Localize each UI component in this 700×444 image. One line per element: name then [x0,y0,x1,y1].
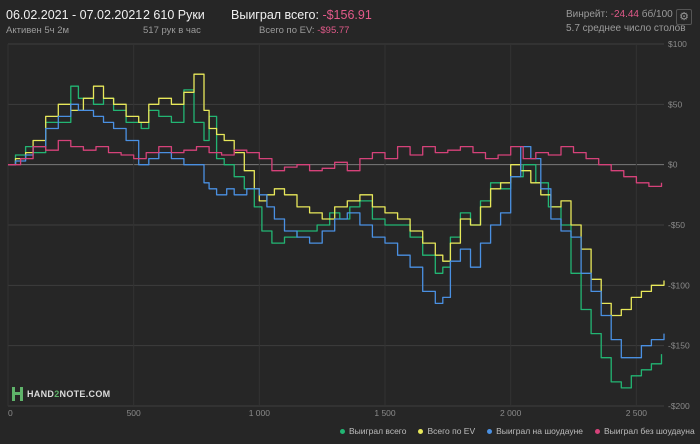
legend-item-ev[interactable]: Всего по EV [418,426,475,436]
ev-total: Всего по EV: -$95.77 [259,25,372,36]
hands-per-hour: 517 рук в час [143,25,201,36]
legend-item-nonshowdown[interactable]: Выиграл без шоудауна [595,426,695,436]
y-tick-label: -$200 [668,401,690,411]
x-tick-label: 2 500 [626,408,648,418]
x-tick-label: 2 000 [500,408,522,418]
legend-dot-won [340,428,345,434]
x-tick-label: 500 [127,408,141,418]
y-tick-label: -$150 [668,341,690,351]
y-tick-label: $0 [668,160,678,170]
x-tick-label: 0 [8,408,13,418]
gear-icon[interactable]: ⚙ [676,9,692,25]
y-tick-label: $50 [668,99,682,109]
legend-dot-showdown [487,428,493,434]
logo-text: HAND2NOTE.COM [27,389,111,399]
winrate-suffix: бб/100 [641,9,673,20]
logo-icon [12,387,23,401]
hand2note-logo: HAND2NOTE.COM [12,387,110,401]
date-range[interactable]: 06.02.2021 - 07.02.2021 [6,8,143,22]
x-tick-label: 1 000 [249,408,271,418]
legend-item-showdown[interactable]: Выиграл на шоудауне [487,426,583,436]
hands-block: 2 610 Руки 517 рук в час [143,8,205,36]
stats-header: 06.02.2021 - 07.02.2021 Активен 5ч 2м 2 … [0,0,700,44]
chart-legend: Выиграл всего Всего по EV Выиграл на шоу… [340,426,695,436]
won-block: Выиграл всего: -$156.91 Всего по EV: -$9… [231,8,372,36]
y-tick-label: $100 [668,39,687,49]
date-block: 06.02.2021 - 07.02.2021 Активен 5ч 2м [6,8,142,36]
won-total: Выиграл всего: -$156.91 [231,8,372,22]
winrate: Винрейт: -24.44 бб/100 [566,9,686,20]
won-value: -$156.91 [322,8,372,22]
session-duration: Активен 5ч 2м [6,25,70,36]
series-line-showdown [8,103,665,359]
legend-item-won[interactable]: Выиграл всего [340,426,406,436]
winrate-block: Винрейт: -24.44 бб/100 5.7 среднее число… [566,9,686,34]
hands-count: 2 610 Руки [143,8,205,22]
legend-dot-ev [418,428,424,434]
series-line-won [8,85,663,389]
x-tick-label: 1 500 [374,408,396,418]
won-label: Выиграл всего: [231,8,319,22]
legend-dot-nonshowdown [595,428,601,434]
winrate-label: Винрейт: [566,9,608,20]
series-line-nonshowdown [8,139,663,188]
avg-tables: 5.7 среднее число столов [566,23,686,34]
winrate-value: -24.44 [610,9,639,20]
ev-value: -$95.77 [317,25,350,36]
ev-label: Всего по EV: [259,25,315,36]
y-tick-label: -$50 [668,220,685,230]
y-tick-label: -$100 [668,280,690,290]
